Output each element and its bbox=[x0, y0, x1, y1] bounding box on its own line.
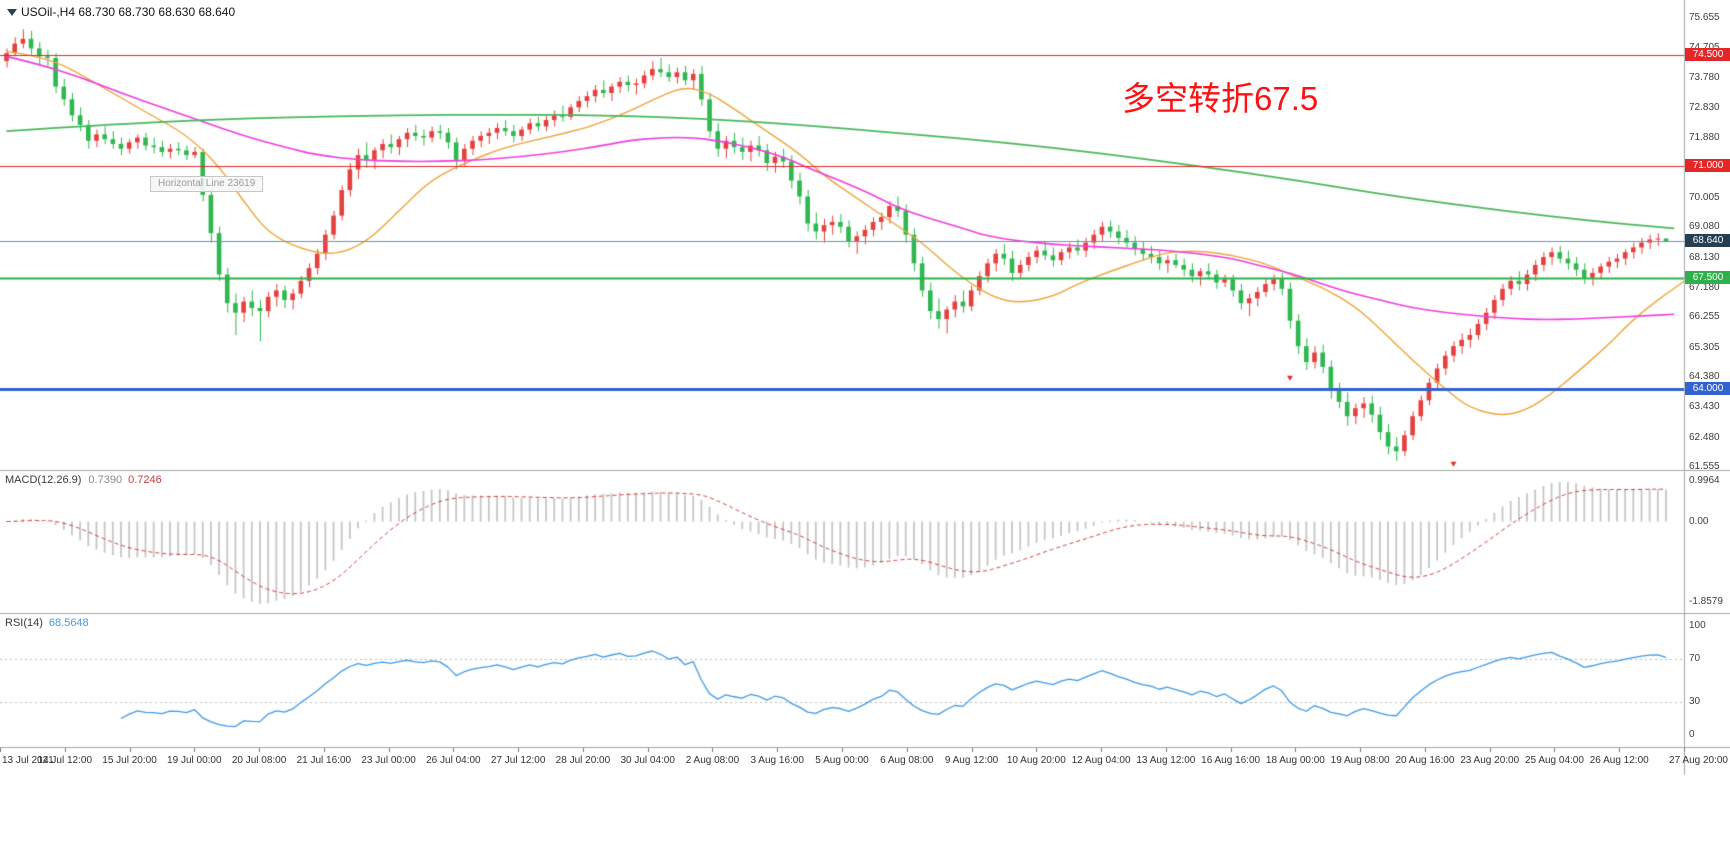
price-level-tag: 74.500 bbox=[1685, 47, 1730, 61]
macd-scale-label: -1.8579 bbox=[1689, 596, 1723, 607]
price-axis-label: 68.130 bbox=[1689, 251, 1720, 263]
rsi-scale-label: 30 bbox=[1689, 696, 1701, 708]
price-axis-label: 65.305 bbox=[1689, 341, 1720, 353]
time-axis-label: 21 Jul 16:00 bbox=[296, 755, 352, 766]
time-axis-label: 26 Jul 04:00 bbox=[426, 755, 481, 766]
price-axis-label: 66.255 bbox=[1689, 311, 1720, 323]
time-axis-label: 18 Aug 00:00 bbox=[1265, 755, 1325, 766]
time-axis-label: 19 Aug 08:00 bbox=[1330, 755, 1390, 766]
price-axis-label: 75.655 bbox=[1689, 12, 1720, 23]
time-axis-label: 20 Aug 16:00 bbox=[1395, 755, 1455, 766]
time-axis-label: 9 Aug 12:00 bbox=[944, 755, 999, 766]
time-axis-label: 30 Jul 04:00 bbox=[620, 755, 675, 766]
chart-menu-arrow-icon[interactable] bbox=[7, 9, 17, 16]
time-axis-label: 13 Aug 12:00 bbox=[1136, 755, 1196, 766]
time-axis-label: 26 Aug 12:00 bbox=[1589, 755, 1649, 766]
time-axis-label: 27 Jul 12:00 bbox=[490, 755, 546, 766]
time-axis-label: 13 Jul 2021 bbox=[2, 755, 54, 766]
time-axis-label: 19 Jul 00:00 bbox=[167, 755, 222, 766]
time-axis-label: 16 Aug 16:00 bbox=[1201, 755, 1261, 766]
price-axis-label: 70.005 bbox=[1689, 191, 1720, 203]
time-axis-label: 10 Aug 20:00 bbox=[1006, 755, 1066, 766]
current-price-tag: 68.640 bbox=[1685, 234, 1730, 248]
time-axis-label: 15 Jul 20:00 bbox=[102, 755, 157, 766]
macd-main-value: 0.7390 bbox=[88, 474, 123, 486]
price-axis-label: 71.880 bbox=[1689, 132, 1720, 144]
object-tooltip: Horizontal Line 23619 bbox=[150, 176, 264, 192]
price-axis-label: 74.705 bbox=[1689, 42, 1720, 53]
macd-scale-label: 0.9964 bbox=[1689, 475, 1720, 486]
time-axis-label: 23 Aug 20:00 bbox=[1460, 755, 1520, 766]
time-axis-label: 23 Jul 00:00 bbox=[361, 755, 416, 766]
price-axis-label: 69.080 bbox=[1689, 221, 1720, 233]
time-axis-label: 14 Jul 12:00 bbox=[37, 755, 93, 766]
rsi-panel-header: RSI(14) 68.5648 bbox=[5, 617, 89, 629]
time-axis-label: 20 Jul 08:00 bbox=[231, 755, 287, 766]
rsi-value: 68.5648 bbox=[48, 617, 89, 629]
macd-scale-label: 0.00 bbox=[1689, 515, 1709, 527]
price-level-tag: 67.500 bbox=[1685, 270, 1730, 284]
macd-panel-header: MACD(12.26.9) 0.7390 0.7246 bbox=[5, 474, 162, 486]
price-axis-label: 73.780 bbox=[1689, 71, 1720, 83]
chart-title-ohlc: USOil-,H4 68.730 68.730 68.630 68.640 bbox=[21, 5, 236, 19]
price-axis-label: 67.180 bbox=[1689, 281, 1720, 293]
price-annotation-text[interactable]: 多空转折67.5 bbox=[1122, 80, 1319, 117]
price-axis-label: 61.555 bbox=[1689, 461, 1720, 472]
rsi-label: RSI(14) bbox=[5, 617, 43, 629]
time-axis-label: 25 Aug 04:00 bbox=[1524, 755, 1584, 766]
time-axis-label: 2 Aug 08:00 bbox=[685, 755, 740, 766]
time-axis[interactable]: 13 Jul 2021 14 Jul 12:00 15 Jul 20:00 19 Ju… bbox=[0, 747, 1730, 775]
price-axis-label: 62.480 bbox=[1689, 431, 1720, 443]
time-axis-label: 27 Aug 20:00 bbox=[1669, 755, 1728, 766]
time-axis-label: 28 Jul 20:00 bbox=[555, 755, 611, 766]
price-axis-label: 72.830 bbox=[1689, 101, 1720, 113]
rsi-scale-label: 0 bbox=[1689, 729, 1695, 740]
price-axis-label: 64.380 bbox=[1689, 371, 1720, 383]
time-axis-label: 5 Aug 00:00 bbox=[815, 755, 869, 766]
price-axis-label: 63.430 bbox=[1689, 401, 1720, 413]
rsi-scale-label: 70 bbox=[1689, 652, 1701, 664]
macd-signal-value: 0.7246 bbox=[128, 474, 162, 486]
price-level-tag: 71.000 bbox=[1685, 159, 1730, 173]
price-level-tag: 64.000 bbox=[1685, 382, 1730, 396]
macd-label: MACD(12.26.9) bbox=[5, 474, 82, 486]
time-axis-label: 12 Aug 04:00 bbox=[1071, 755, 1131, 766]
rsi-scale-label: 100 bbox=[1689, 620, 1706, 631]
price-axis[interactable]: 75.65574.70573.78072.83071.88070.95570.0… bbox=[1684, 0, 1730, 747]
time-axis-label: 6 Aug 08:00 bbox=[880, 755, 934, 766]
time-axis-label: 3 Aug 16:00 bbox=[750, 755, 804, 766]
